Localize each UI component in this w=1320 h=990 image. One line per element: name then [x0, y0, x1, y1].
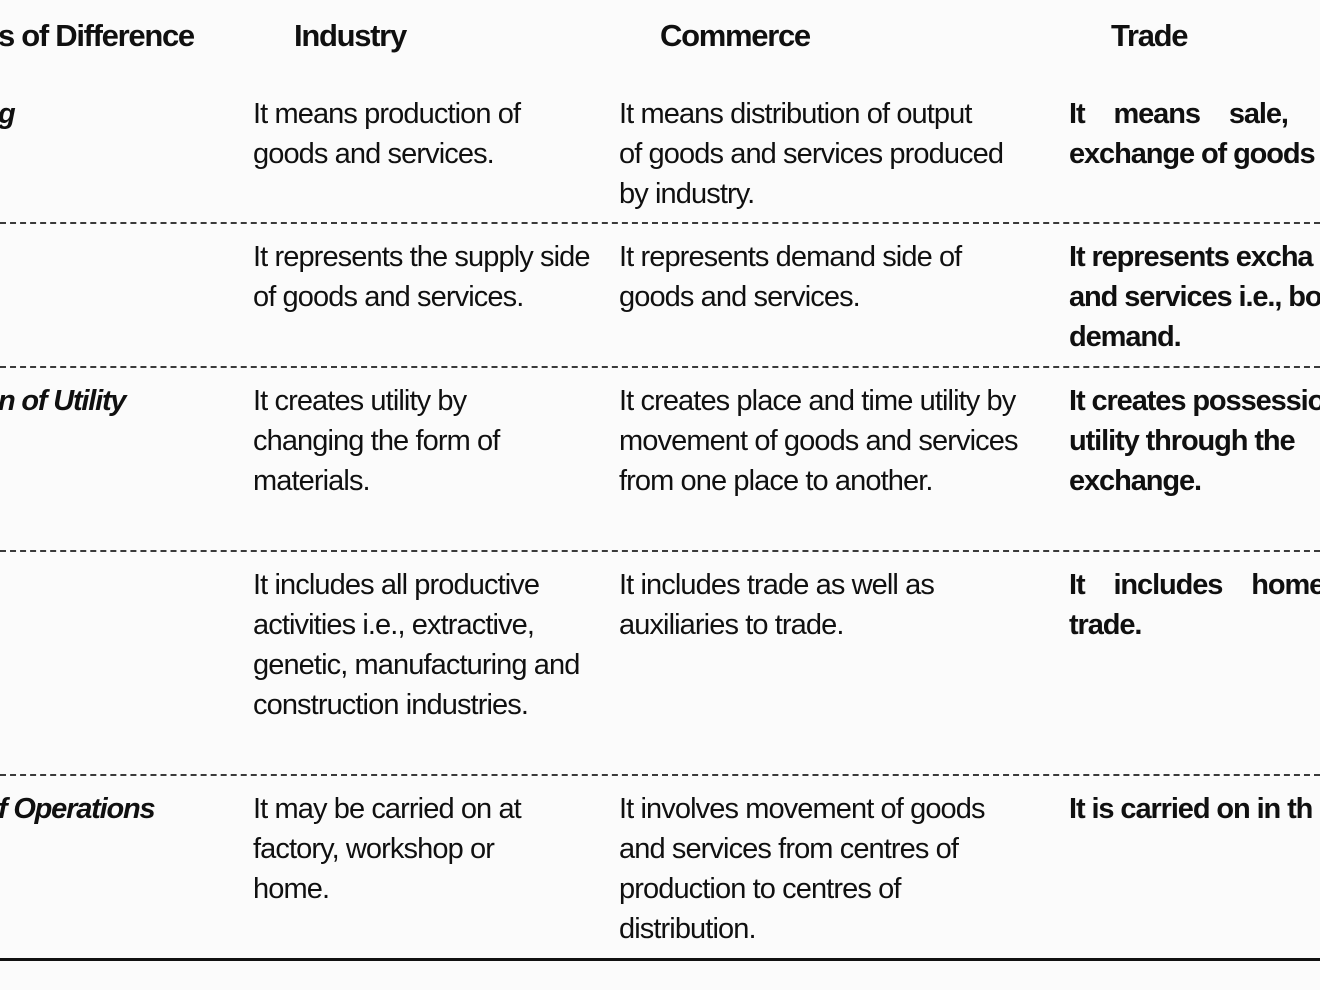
cell-line: and services i.e., bo — [1069, 281, 1320, 313]
row-label-meaning: g — [0, 94, 16, 134]
cell-industry-operations: It may be carried on at factory, worksho… — [253, 793, 522, 905]
cell-industry-meaning: It means production of goods and service… — [253, 98, 521, 170]
row-label-creation-of-utility: n of Utility — [0, 385, 127, 417]
cell-commerce-nature: It represents demand side of goods and s… — [619, 241, 962, 313]
row-divider — [0, 366, 1320, 368]
table-bottom-rule — [0, 958, 1320, 961]
row-label-place-of-operations: f Operations — [0, 793, 156, 825]
cell-line: of goods and services produced — [619, 138, 1004, 170]
cell-trade-utility: It creates possessio utility through the… — [1069, 381, 1320, 501]
header-trade: Trade — [1111, 18, 1189, 53]
cell-trade-operations: It is carried on in th — [1069, 789, 1320, 829]
row-divider — [0, 550, 1320, 552]
header-commerce: Commerce — [660, 18, 811, 53]
header-industry: Industry — [294, 18, 407, 53]
cell-line: It creates possessio — [1069, 385, 1320, 417]
cell-commerce-scope: It includes trade as well as auxiliaries… — [619, 569, 935, 641]
cell-line: It means distribution of output — [619, 98, 972, 130]
cell-industry-scope: It includes all productive activities i.… — [253, 569, 580, 721]
cell-line: exchange of goods — [1069, 138, 1316, 170]
cell-line: trade. — [1069, 609, 1142, 641]
header-basis-of-difference: s of Difference — [0, 18, 195, 53]
cell-commerce-operations: It involves movement of goods and servic… — [619, 793, 986, 945]
cell-commerce-utility: It creates place and time utility by mov… — [619, 385, 1018, 497]
cell-commerce-meaning: It means distribution of output of goods… — [619, 94, 1059, 214]
row-divider — [0, 222, 1320, 224]
cell-line: It is carried on in th — [1069, 793, 1313, 825]
cell-line: It includes home — [1069, 569, 1320, 601]
cell-line: utility through the — [1069, 425, 1296, 457]
cell-trade-scope: It includes home trade. — [1069, 565, 1320, 645]
cell-trade-nature: It represents excha and services i.e., b… — [1069, 237, 1320, 357]
cell-line: exchange. — [1069, 465, 1202, 497]
cell-line: demand. — [1069, 321, 1182, 353]
cell-line: It represents excha — [1069, 241, 1314, 273]
cell-line: by industry. — [619, 178, 755, 210]
cell-industry-nature: It represents the supply side of goods a… — [253, 241, 591, 313]
row-divider — [0, 774, 1320, 776]
cell-industry-utility: It creates utility by changing the form … — [253, 385, 500, 497]
cell-trade-meaning: It means sale, exchange of goods — [1069, 94, 1320, 174]
cell-line: It means sale, — [1069, 98, 1289, 130]
